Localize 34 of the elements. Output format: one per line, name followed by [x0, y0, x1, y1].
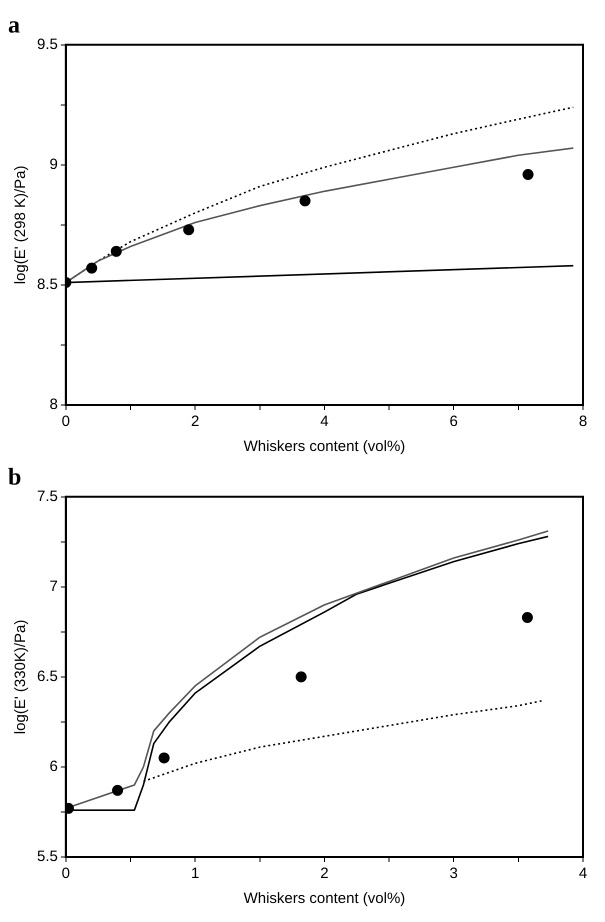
y-tick-label: 6.5	[36, 668, 58, 686]
x-tick-label: 8	[578, 413, 588, 430]
y-tick-label: 9	[50, 156, 58, 174]
y-tick-label: 8.5	[36, 276, 58, 294]
y-tick-label: 9.5	[36, 36, 58, 53]
point	[296, 671, 307, 682]
x-tick-label: 2	[190, 413, 200, 430]
x-tick-label: 1	[190, 865, 200, 882]
point	[300, 195, 311, 206]
x-axis-title: Whiskers content (vol%)	[244, 890, 406, 908]
x-tick-label: 4	[320, 413, 329, 430]
x-axis-title: Whiskers content (vol%)	[244, 438, 406, 456]
x-tick-label: 4	[578, 865, 588, 882]
x-tick-label: 6	[450, 413, 458, 430]
point	[158, 752, 170, 764]
x-tick-label: 2	[320, 865, 329, 882]
x-tick-label: 0	[62, 865, 70, 882]
y-axis-title: log(E' (330K)/Pa)	[12, 620, 30, 734]
y-tick-label: 6	[50, 758, 58, 776]
y-tick-label: 8	[50, 396, 58, 414]
x-tick-label: 0	[62, 413, 70, 430]
point	[522, 612, 533, 623]
point	[183, 224, 194, 236]
point	[110, 246, 122, 257]
chart-title: b	[8, 464, 22, 491]
point	[112, 784, 124, 796]
point	[522, 168, 534, 180]
x-tick-label: 3	[450, 865, 458, 882]
y-tick-label: 7	[50, 578, 58, 595]
y-tick-label: 5.5	[36, 848, 58, 866]
chart-title: a	[8, 12, 20, 39]
point	[86, 262, 98, 274]
y-tick-label: 7.5	[36, 488, 58, 505]
y-axis-title: log(E' (298 K)/Pa)	[12, 166, 30, 284]
